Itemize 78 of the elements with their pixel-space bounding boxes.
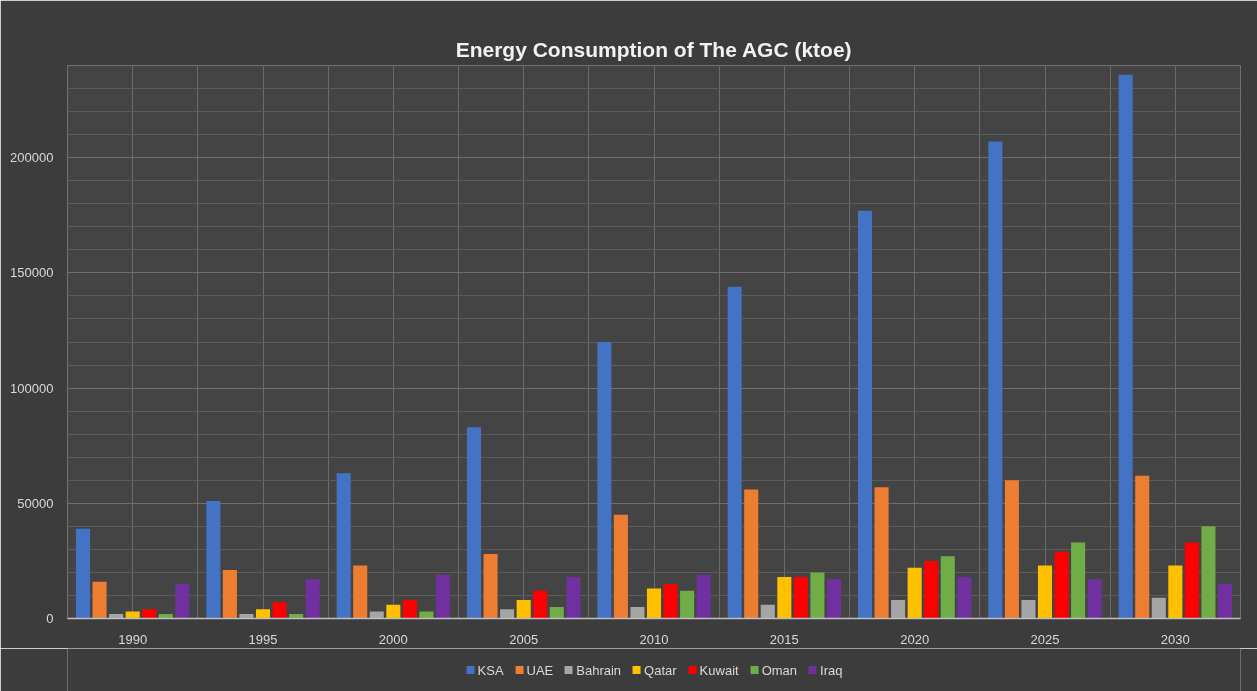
legend-label: Kuwait [699,662,739,677]
x-tick-label: 2000 [378,631,408,647]
bar [255,609,271,619]
bar [793,577,808,619]
bar [957,577,972,619]
bar [924,560,939,619]
bar [630,606,645,619]
chart-title: Energy Consumption of The AGC (ktoe) [455,37,852,61]
x-tick-label: 2010 [639,631,669,647]
bar [857,210,873,619]
bar [272,602,287,619]
bar [1021,600,1036,619]
bar [760,604,775,619]
bar [1004,480,1019,619]
bar [206,500,221,619]
bar [907,567,922,619]
bar [696,574,711,619]
bar [874,487,889,619]
bar [1087,579,1102,619]
bar [613,514,628,619]
bar [1118,74,1133,619]
bar [597,342,612,619]
bar [1037,565,1053,619]
bar [549,606,564,619]
bar [891,600,906,619]
bar [142,609,157,619]
y-tick-label: 0 [46,611,54,626]
bar [336,473,351,619]
bar [516,600,531,619]
bar [1184,542,1199,619]
bar [483,553,498,619]
legend-label: UAE [526,662,554,677]
bar [663,583,678,619]
x-tick-label: 2005 [509,631,539,647]
bar [940,556,955,619]
bar [92,581,107,619]
legend-label: Iraq [820,662,843,677]
bar [75,528,91,619]
bar [646,588,662,619]
bar [777,577,792,619]
bar [466,427,482,619]
bar [1168,565,1183,619]
x-tick-label: 2020 [900,631,930,647]
y-tick-label: 200000 [10,150,54,166]
bar [1054,551,1069,619]
legend-label: Oman [761,662,798,677]
bar [175,583,190,619]
x-tick-label: 2025 [1030,631,1060,647]
legend-label: Qatar [644,662,677,677]
x-tick-label: 1995 [248,631,278,647]
bar [1151,597,1166,619]
bar [353,565,368,619]
bar [810,572,825,619]
bar [222,570,237,619]
bar [744,489,759,619]
bar [1135,475,1150,619]
x-tick-label: 1990 [118,631,148,647]
legend-label: KSA [477,662,504,677]
bar [500,609,515,619]
bar [1217,583,1233,619]
bar [988,141,1003,619]
bar [402,600,417,619]
y-tick-label: 150000 [10,265,54,281]
bar [305,579,320,619]
bar [386,604,401,619]
bar [826,579,842,619]
y-tick-label: 100000 [10,380,54,396]
legend-label: Bahrain [576,662,622,677]
bar [435,574,451,619]
x-tick-label: 2015 [769,631,799,647]
bar [727,286,742,619]
y-tick-label: 50000 [17,495,54,511]
bar [1071,542,1086,619]
bar [1201,526,1216,619]
bar [533,590,548,619]
bar [680,590,695,619]
x-tick-label: 2030 [1160,631,1190,647]
bar [566,577,581,619]
